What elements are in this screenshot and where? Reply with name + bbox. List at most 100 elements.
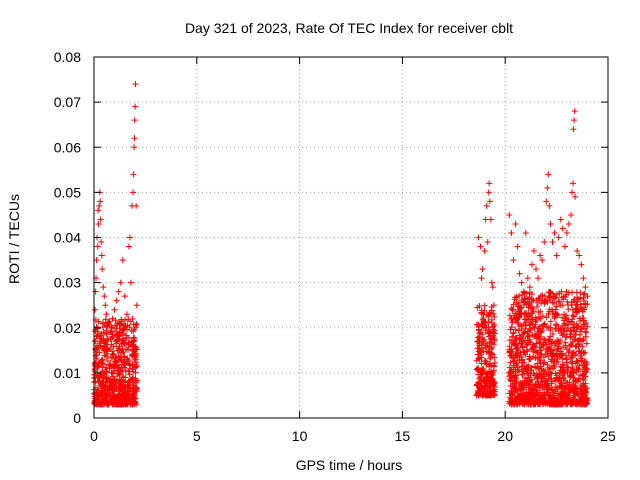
data-point: [533, 303, 540, 310]
data-point: [546, 308, 553, 315]
data-point: [110, 350, 117, 357]
data-point: [550, 363, 557, 370]
data-point: [126, 365, 133, 372]
data-point: [478, 320, 485, 327]
data-point: [105, 375, 112, 382]
data-point: [582, 350, 589, 357]
data-point: [562, 293, 569, 300]
data-point: [520, 400, 527, 407]
data-point: [545, 171, 552, 178]
data-point: [544, 350, 551, 357]
data-point: [120, 389, 127, 396]
data-point: [540, 367, 547, 374]
data-point: [103, 345, 110, 352]
data-point: [526, 313, 533, 320]
data-point: [101, 340, 108, 347]
data-point: [102, 302, 109, 309]
data-point: [475, 234, 482, 241]
data-point: [519, 357, 526, 364]
data-point: [100, 361, 107, 368]
data-point: [130, 374, 136, 381]
data-point: [129, 361, 136, 368]
x-tick-labels: 0 5 10 15 20 25: [90, 428, 616, 444]
data-point: [482, 216, 489, 223]
data-point: [511, 340, 518, 347]
data-point: [563, 364, 570, 371]
data-point: [582, 284, 589, 291]
data-point: [114, 336, 121, 343]
data-point: [520, 331, 527, 338]
data-point: [549, 239, 556, 246]
data-point: [521, 365, 528, 372]
data-point: [128, 352, 135, 359]
data-point: [109, 370, 116, 377]
data-point: [544, 184, 551, 191]
data-point: [528, 364, 535, 371]
data-point: [104, 358, 111, 365]
data-point: [131, 356, 138, 363]
data-point: [481, 248, 488, 255]
data-point: [562, 322, 569, 329]
data-point: [512, 294, 519, 301]
data-point: [570, 180, 577, 187]
data-point: [575, 366, 582, 373]
data-point: [559, 350, 566, 357]
data-point: [568, 370, 575, 377]
data-point: [99, 398, 106, 405]
data-point: [529, 310, 536, 317]
data-point: [569, 312, 576, 319]
data-point: [530, 248, 537, 255]
data-point: [489, 284, 496, 291]
data-point: [518, 279, 525, 286]
data-point: [522, 229, 529, 236]
data-point: [109, 354, 116, 361]
data-point: [105, 385, 112, 392]
data-point: [473, 321, 480, 328]
data-point: [547, 220, 554, 227]
data-point: [125, 243, 132, 250]
data-point: [541, 373, 548, 380]
data-point: [515, 327, 522, 334]
data-point: [545, 369, 552, 376]
data-point: [128, 375, 135, 382]
data-point: [99, 266, 106, 273]
data-point: [564, 302, 571, 309]
data-point: [484, 388, 491, 395]
data-point: [131, 337, 138, 344]
data-point: [548, 387, 555, 394]
data-point: [94, 328, 101, 335]
data-point: [519, 371, 526, 378]
data-point: [511, 392, 518, 399]
data-point: [103, 353, 110, 360]
data-point: [132, 103, 139, 110]
data-point: [563, 356, 570, 363]
data-point: [127, 382, 134, 389]
data-point: [528, 261, 535, 268]
data-point: [522, 337, 529, 344]
data-point: [512, 310, 519, 317]
data-point: [561, 311, 568, 318]
data-point: [109, 315, 116, 322]
data-point: [110, 376, 117, 383]
data-point: [553, 291, 560, 298]
data-point: [482, 319, 489, 326]
data-point: [123, 326, 130, 333]
data-point: [533, 297, 540, 304]
data-point: [537, 382, 544, 389]
data-point: [579, 362, 586, 369]
data-point: [535, 353, 542, 360]
data-point: [513, 352, 520, 359]
data-point: [522, 366, 529, 373]
data-point: [536, 366, 543, 373]
data-point: [551, 313, 558, 320]
data-point: [571, 327, 578, 334]
data-point: [543, 198, 550, 205]
data-point: [122, 361, 129, 368]
data-point: [514, 345, 521, 352]
data-point: [580, 291, 587, 298]
data-point: [94, 387, 101, 394]
data-point: [131, 144, 138, 151]
data-point: [525, 374, 532, 381]
data-point: [98, 383, 105, 390]
data-point: [520, 393, 527, 400]
